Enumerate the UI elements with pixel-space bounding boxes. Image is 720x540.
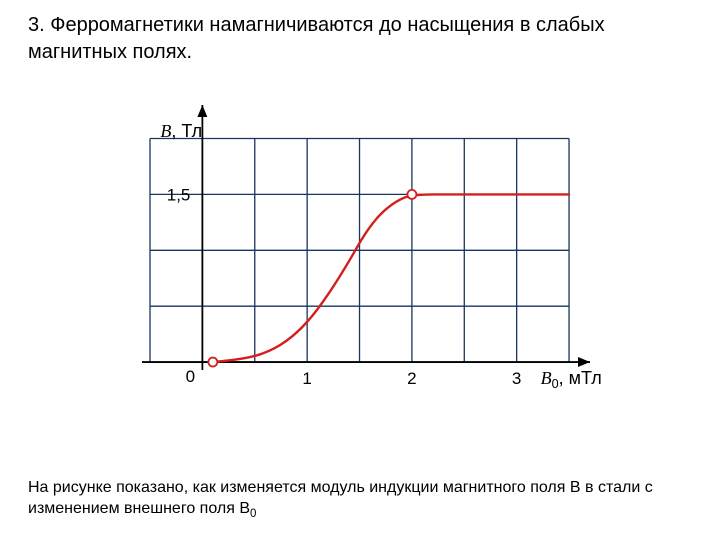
- svg-text:3: 3: [512, 369, 521, 388]
- svg-text:B, Тл: B, Тл: [160, 121, 202, 141]
- label-layer: 0 1 2 3 1,5 B, Тл B0, мТл: [160, 121, 601, 391]
- axis-layer: [142, 105, 590, 370]
- slide-root: 3. Ферромагнетики намагничиваются до нас…: [0, 0, 720, 540]
- caption-subscript: 0: [250, 508, 256, 520]
- caption-text: На рисунке показано, как изменяется моду…: [28, 478, 692, 522]
- chart-svg: 0 1 2 3 1,5 B, Тл B0, мТл: [60, 85, 640, 455]
- svg-text:1,5: 1,5: [167, 185, 191, 204]
- grid-layer: [150, 139, 569, 363]
- curve-layer: [208, 190, 569, 367]
- svg-text:2: 2: [407, 369, 416, 388]
- svg-text:1: 1: [302, 369, 311, 388]
- svg-text:B0, мТл: B0, мТл: [541, 368, 602, 391]
- magnetization-chart: 0 1 2 3 1,5 B, Тл B0, мТл: [60, 85, 640, 455]
- svg-text:0: 0: [186, 367, 195, 386]
- title-text: 3. Ферромагнетики намагничиваются до нас…: [28, 12, 692, 66]
- caption-main: На рисунке показано, как изменяется моду…: [28, 479, 653, 517]
